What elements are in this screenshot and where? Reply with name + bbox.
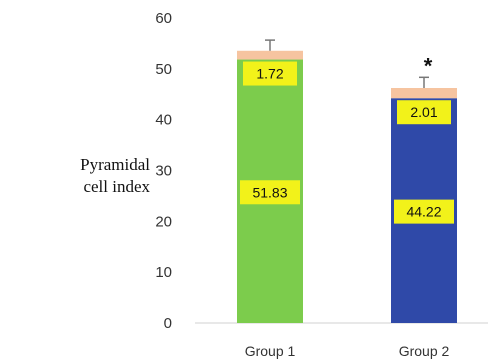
data-label-top-2: 2.01 (410, 104, 437, 120)
y-axis-label-line-1: Pyramidal (80, 155, 150, 174)
y-tick-label-60: 60 (155, 10, 172, 27)
y-tick-label-20: 20 (155, 213, 172, 230)
data-label-base-1: 51.83 (252, 184, 287, 200)
data-label-box-top-1 (243, 61, 297, 86)
y-tick-label-40: 40 (155, 112, 172, 129)
data-label-box-base-1 (240, 180, 300, 205)
y-tick-label-0: 0 (164, 315, 172, 332)
data-label-box-base-2 (394, 199, 454, 224)
y-tick-label-50: 50 (155, 61, 172, 78)
y-tick-label-30: 30 (155, 163, 172, 180)
y-tick-label-10: 10 (155, 264, 172, 281)
significance-marker-2: * (424, 53, 433, 78)
x-tick-label-2: Group 2 (399, 343, 450, 359)
data-label-box-top-2 (397, 100, 451, 125)
data-label-top-1: 1.72 (256, 66, 283, 82)
chart-marks: 0 10 20 30 40 50 60 1.72 51.83 Group 1 2.01 44.22 * G… (155, 10, 488, 359)
bar-top-2 (391, 87, 457, 99)
x-tick-label-1: Group 1 (245, 343, 296, 359)
y-axis-label-line-2: cell index (83, 177, 150, 196)
data-label-base-2: 44.22 (406, 204, 441, 220)
bar-top-1 (237, 50, 303, 60)
